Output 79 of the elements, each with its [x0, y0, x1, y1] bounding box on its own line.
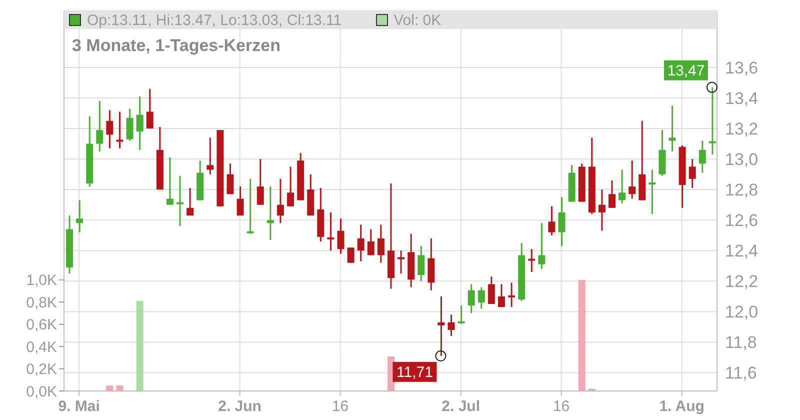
candlestick	[347, 246, 354, 264]
candlestick	[166, 156, 174, 206]
candlestick	[698, 140, 706, 174]
candlestick	[136, 96, 144, 151]
candlestick	[337, 218, 344, 254]
y-tick-label: 11,6	[725, 364, 757, 383]
candlestick	[628, 160, 636, 200]
candlestick	[448, 314, 455, 337]
candlestick	[398, 250, 405, 274]
y-tick-label: 13,4	[725, 89, 758, 108]
x-tick-label: 1. Aug	[659, 398, 704, 415]
candlestick	[226, 162, 234, 195]
candlestick	[528, 248, 536, 273]
candlestick	[538, 222, 546, 270]
candlestick	[246, 178, 254, 235]
y-tick-label: 13,6	[725, 58, 758, 78]
candlestick	[688, 158, 696, 189]
y-tick-label: 12,4	[725, 242, 758, 261]
y2-tick-label: 0,6K	[26, 316, 57, 334]
candlestick	[558, 196, 566, 247]
bar	[136, 301, 144, 391]
candlestick	[236, 186, 244, 216]
annotation: Vol: 0K	[394, 12, 442, 28]
candlestick	[608, 180, 616, 209]
candlestick	[106, 109, 114, 150]
candlestick	[508, 282, 516, 308]
bar	[116, 385, 124, 391]
candlestick	[668, 104, 676, 152]
candlestick	[458, 304, 465, 325]
candlestick	[548, 206, 556, 236]
candlestick	[206, 136, 214, 176]
x-tick-label: 16	[552, 398, 570, 415]
candlestick	[648, 168, 656, 215]
candlestick	[367, 228, 374, 256]
candlestick	[116, 110, 124, 150]
y-tick-label: 12,6	[725, 211, 758, 230]
candlestick	[357, 224, 364, 262]
candlestick	[146, 88, 154, 130]
x-tick-label: 9. Mai	[58, 398, 100, 415]
y2-tick-label: 0,4K	[26, 338, 57, 356]
annotation: 11,71	[396, 364, 433, 381]
candlestick	[488, 276, 495, 305]
candlestick	[287, 166, 294, 208]
y2-tick-label: 1,0K	[26, 272, 57, 290]
candlestick	[96, 100, 104, 152]
candlestick	[618, 168, 626, 204]
candlestick	[438, 296, 445, 357]
y-tick-label: 13,0	[725, 150, 758, 170]
candlestick	[418, 245, 425, 282]
candlestick	[76, 199, 84, 234]
candlestick	[256, 158, 264, 206]
y-tick-label: 12,2	[725, 272, 758, 292]
y2-tick-label: 0,0K	[26, 383, 57, 400]
y2-tick-label: 0,2K	[26, 361, 57, 378]
y-tick-label: 11,8	[725, 333, 757, 352]
x-tick-label: 16	[332, 398, 349, 415]
candlestick	[186, 187, 194, 216]
y-tick-label: 13,2	[725, 120, 758, 139]
candlestick	[266, 186, 274, 241]
x-tick-label: 2. Jun	[218, 398, 262, 415]
y-tick-label: 12,8	[725, 180, 758, 200]
annotation: Op:13.11, Hi:13.47, Lo:13.03, Cl:13.11	[87, 12, 342, 28]
candlestick	[276, 178, 284, 224]
candlestick	[598, 188, 606, 232]
bar	[106, 385, 114, 391]
candlestick	[498, 283, 505, 308]
bar	[578, 280, 586, 391]
annotation: 13,47	[667, 62, 705, 80]
candlestick	[478, 286, 485, 310]
candlestick	[468, 283, 475, 314]
candlestick	[327, 212, 334, 252]
text: 3 Monate, 1-Tages-Kerzen	[72, 36, 280, 56]
candlestick	[126, 108, 134, 142]
x-tick-label: 2. Jul	[442, 398, 480, 415]
y-tick-label: 12,0	[725, 302, 758, 322]
candlestick	[708, 86, 716, 156]
y2-tick-label: 0,8K	[26, 294, 57, 312]
candlestick	[377, 224, 384, 264]
candlestick	[176, 175, 184, 227]
